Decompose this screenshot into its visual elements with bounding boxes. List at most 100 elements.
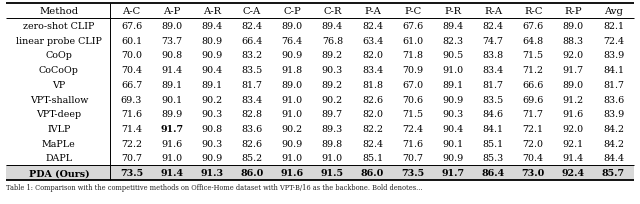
Text: 84.2: 84.2 — [603, 139, 624, 148]
Text: 91.0: 91.0 — [322, 154, 343, 163]
Text: 83.4: 83.4 — [362, 66, 383, 75]
Text: 82.4: 82.4 — [241, 22, 262, 31]
Text: 89.9: 89.9 — [161, 110, 182, 119]
Text: 89.1: 89.1 — [161, 80, 182, 89]
Text: 83.5: 83.5 — [483, 95, 504, 104]
Text: 85.3: 85.3 — [483, 154, 504, 163]
Text: 90.3: 90.3 — [201, 110, 223, 119]
Text: 86.0: 86.0 — [361, 168, 384, 177]
Text: 91.4: 91.4 — [161, 66, 182, 75]
Text: 89.0: 89.0 — [282, 80, 303, 89]
Text: 90.3: 90.3 — [442, 110, 463, 119]
Text: 91.0: 91.0 — [161, 154, 182, 163]
Text: 72.0: 72.0 — [523, 139, 544, 148]
Text: 89.2: 89.2 — [322, 51, 343, 60]
Text: 82.4: 82.4 — [483, 22, 504, 31]
Text: 83.4: 83.4 — [483, 66, 504, 75]
Text: 71.5: 71.5 — [402, 110, 423, 119]
Text: IVLP: IVLP — [47, 124, 70, 133]
Text: 81.7: 81.7 — [603, 80, 624, 89]
Text: 82.4: 82.4 — [362, 139, 383, 148]
Text: 84.4: 84.4 — [603, 154, 624, 163]
Text: 71.6: 71.6 — [402, 139, 423, 148]
Text: P-A: P-A — [364, 7, 381, 16]
Text: 90.9: 90.9 — [442, 154, 463, 163]
Text: 91.6: 91.6 — [161, 139, 182, 148]
Text: 82.2: 82.2 — [362, 124, 383, 133]
Text: 67.6: 67.6 — [121, 22, 142, 31]
Text: 66.7: 66.7 — [121, 80, 142, 89]
Text: 82.4: 82.4 — [362, 22, 383, 31]
Text: 91.7: 91.7 — [442, 168, 465, 177]
Text: 91.4: 91.4 — [160, 168, 183, 177]
Text: 71.5: 71.5 — [523, 51, 544, 60]
Text: 92.0: 92.0 — [563, 124, 584, 133]
Text: 89.0: 89.0 — [282, 22, 303, 31]
Text: 91.6: 91.6 — [563, 110, 584, 119]
Text: 90.3: 90.3 — [322, 66, 343, 75]
Text: 91.0: 91.0 — [442, 66, 463, 75]
Text: 70.9: 70.9 — [402, 66, 423, 75]
Text: 80.9: 80.9 — [202, 37, 223, 45]
Text: A-P: A-P — [163, 7, 180, 16]
Text: 76.4: 76.4 — [282, 37, 303, 45]
Text: 90.1: 90.1 — [442, 139, 463, 148]
Text: 82.0: 82.0 — [362, 51, 383, 60]
Text: 70.4: 70.4 — [523, 154, 544, 163]
Text: 76.8: 76.8 — [322, 37, 343, 45]
Text: 91.5: 91.5 — [321, 168, 344, 177]
Text: 82.1: 82.1 — [603, 22, 624, 31]
Text: VPT-shallow: VPT-shallow — [29, 95, 88, 104]
Text: 82.6: 82.6 — [362, 95, 383, 104]
Text: 89.2: 89.2 — [322, 80, 343, 89]
Text: 91.0: 91.0 — [282, 110, 303, 119]
Text: 91.4: 91.4 — [563, 154, 584, 163]
Text: 91.7: 91.7 — [160, 124, 183, 133]
Text: 73.5: 73.5 — [401, 168, 424, 177]
Text: 89.7: 89.7 — [322, 110, 343, 119]
Text: 92.4: 92.4 — [562, 168, 585, 177]
Text: 83.9: 83.9 — [603, 51, 624, 60]
Text: 63.4: 63.4 — [362, 37, 383, 45]
Text: 72.1: 72.1 — [523, 124, 544, 133]
Text: R-C: R-C — [524, 7, 543, 16]
Text: Table 1: Comparison with the competitive methods on Office-Home dataset with VPT: Table 1: Comparison with the competitive… — [6, 183, 423, 191]
Text: 69.6: 69.6 — [522, 95, 544, 104]
Text: 91.0: 91.0 — [282, 154, 303, 163]
Text: 85.2: 85.2 — [241, 154, 262, 163]
Text: 84.1: 84.1 — [603, 66, 624, 75]
Text: CoCoOp: CoCoOp — [39, 66, 79, 75]
Text: 89.0: 89.0 — [563, 80, 584, 89]
Text: 90.9: 90.9 — [282, 51, 303, 60]
Text: Avg: Avg — [604, 7, 623, 16]
Text: 71.4: 71.4 — [121, 124, 142, 133]
Text: 89.4: 89.4 — [322, 22, 343, 31]
Text: 86.4: 86.4 — [481, 168, 505, 177]
Text: VPT-deep: VPT-deep — [36, 110, 81, 119]
Text: 89.1: 89.1 — [442, 80, 463, 89]
Text: 89.4: 89.4 — [442, 22, 463, 31]
Text: 73.0: 73.0 — [522, 168, 545, 177]
Text: 90.9: 90.9 — [442, 95, 463, 104]
Text: 83.8: 83.8 — [483, 51, 504, 60]
Text: 81.7: 81.7 — [483, 80, 504, 89]
Text: R-P: R-P — [564, 7, 582, 16]
Text: 89.0: 89.0 — [161, 22, 182, 31]
Text: 72.2: 72.2 — [121, 139, 142, 148]
Bar — [6, 165, 634, 180]
Text: VP: VP — [52, 80, 65, 89]
Text: 84.2: 84.2 — [603, 124, 624, 133]
Text: 72.4: 72.4 — [603, 37, 624, 45]
Text: 90.2: 90.2 — [202, 95, 223, 104]
Text: C-A: C-A — [243, 7, 261, 16]
Text: 85.1: 85.1 — [483, 139, 504, 148]
Text: 90.9: 90.9 — [282, 139, 303, 148]
Text: 74.7: 74.7 — [483, 37, 504, 45]
Text: 83.6: 83.6 — [603, 95, 624, 104]
Text: 90.4: 90.4 — [442, 124, 463, 133]
Text: 83.2: 83.2 — [241, 51, 262, 60]
Text: 70.7: 70.7 — [402, 154, 423, 163]
Text: 85.1: 85.1 — [362, 154, 383, 163]
Text: 67.0: 67.0 — [402, 80, 423, 89]
Text: 90.2: 90.2 — [282, 124, 303, 133]
